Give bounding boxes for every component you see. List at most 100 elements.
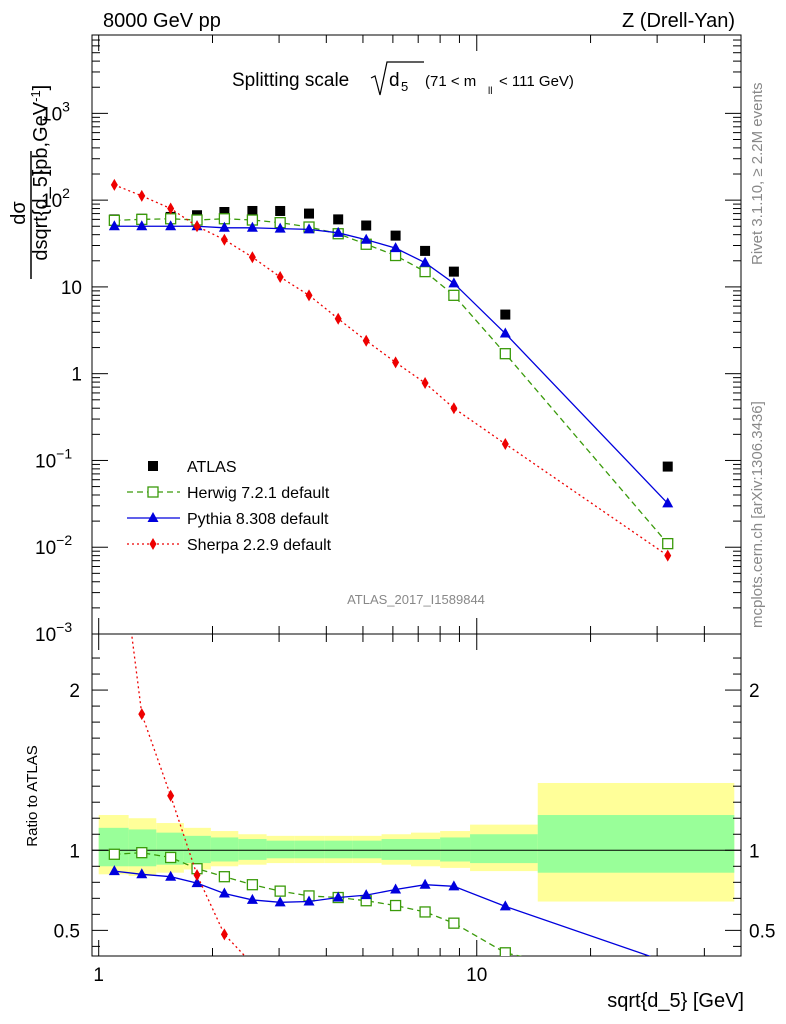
sherpa-2-2-9-default-ratio-point xyxy=(363,996,370,1008)
atlas-point xyxy=(275,205,286,216)
atlas-band-inner-segment xyxy=(411,839,441,860)
sherpa-2-2-9-default-point xyxy=(305,289,313,302)
herwig-7-2-1-default-ratio-point xyxy=(246,879,259,891)
herwig-7-2-1-default-ratio-point xyxy=(448,917,460,929)
pythia-8-308-default-ratio-point xyxy=(303,895,315,906)
pythia-8-308-default-ratio-point xyxy=(191,877,203,888)
atlas-point xyxy=(361,220,372,231)
herwig-7-2-1-default-point xyxy=(419,265,431,278)
atlas-point xyxy=(662,461,673,472)
pythia-8-308-default-ratio-point xyxy=(390,883,402,894)
plot-title-main: Splitting scale xyxy=(232,70,349,91)
ratio-y-tick-label-left: 2 xyxy=(69,681,80,702)
pythia-8-308-default-point xyxy=(303,223,315,234)
analysis-watermark: ATLAS_2017_I1589844 xyxy=(347,592,485,607)
atlas-band-inner-segment xyxy=(266,840,295,859)
mcplots-label: mcplots.cern.ch [arXiv:1306.3436] xyxy=(749,401,766,628)
pythia-8-308-default-point xyxy=(332,226,344,237)
sherpa-2-2-9-default-point xyxy=(450,402,458,415)
pythia-8-308-default-point xyxy=(390,242,402,253)
legend-marker-pythia-8-308-default xyxy=(147,512,159,522)
sherpa-2-2-9-default-ratio-point xyxy=(220,928,228,941)
pythia-8-308-default-point xyxy=(274,222,286,233)
herwig-7-2-1-default-point xyxy=(662,537,674,550)
header-left: 8000 GeV pp xyxy=(103,10,221,32)
legend-marker-atlas xyxy=(148,461,158,471)
sherpa-2-2-9-default-ratio-point xyxy=(111,492,118,504)
pythia-8-308-default-ratio-point xyxy=(246,893,258,904)
legend-label-sherpa-2-2-9-default: Sherpa 2.2.9 default xyxy=(187,537,332,554)
pythia-8-308-default-point xyxy=(419,256,431,267)
ratio-y-tick-label-right: 2 xyxy=(749,681,760,702)
herwig-7-2-1-default-ratio-point xyxy=(419,906,431,918)
ratio-y-axis-label: Ratio to ATLAS xyxy=(24,745,41,846)
x-tick-label: 10 xyxy=(466,965,487,986)
pythia-8-308-default-ratio-point xyxy=(274,896,286,907)
plot-title-sqrt-sub: 5 xyxy=(401,79,408,94)
y-axis-label-denominator: dsqrt{d_5} xyxy=(30,169,52,261)
pythia-8-308-default-point xyxy=(246,221,258,232)
atlas-band-inner-segment xyxy=(440,837,471,862)
y-tick-label: 1 xyxy=(71,365,82,386)
pythia-8-308-default-ratio-point xyxy=(136,868,148,879)
y-axis-label: dσ dsqrt{d_5} [pb,GeV-1] xyxy=(8,85,52,279)
sherpa-2-2-9-default-point xyxy=(220,233,228,246)
plot-title-sqrt-arg: d xyxy=(389,70,400,91)
herwig-7-2-1-default-ratio-point xyxy=(499,947,511,956)
sherpa-2-2-9-default-point xyxy=(167,202,175,215)
herwig-7-2-1-default-ratio-point xyxy=(165,851,177,864)
herwig-7-2-1-default-ratio-point xyxy=(274,885,286,897)
sherpa-2-2-9-default-ratio-point xyxy=(450,1000,457,1012)
pythia-8-308-default-ratio-point xyxy=(165,870,177,881)
atlas-point xyxy=(247,205,258,216)
sherpa-2-2-9-default-ratio-point xyxy=(167,789,175,802)
pythia-8-308-default-point xyxy=(136,220,148,231)
herwig-7-2-1-default-ratio-point xyxy=(218,871,231,883)
atlas-point xyxy=(448,266,459,277)
ratio-plot-series xyxy=(108,492,673,1012)
atlas-point xyxy=(420,245,431,256)
sqrt-symbol xyxy=(370,61,424,96)
sherpa-2-2-9-default-ratio-point xyxy=(193,869,201,882)
y-tick-label: 103 xyxy=(41,98,70,125)
x-axis-label: sqrt{d_5} [GeV] xyxy=(607,990,744,1012)
atlas-band-inner-segment xyxy=(470,834,538,864)
legend-marker-herwig-7-2-1-default xyxy=(147,486,159,498)
sherpa-2-2-9-default-ratio-point xyxy=(392,999,399,1011)
legend-marker-sherpa-2-2-9-default xyxy=(149,538,157,550)
pythia-8-308-default-point xyxy=(165,220,177,231)
sherpa-2-2-9-default-point xyxy=(421,377,429,390)
rivet-label: Rivet 3.1.10, ≥ 2.2M events xyxy=(749,83,766,266)
atlas-point xyxy=(333,214,344,225)
atlas-point xyxy=(390,230,401,241)
sherpa-2-2-9-default-ratio-point xyxy=(138,708,146,721)
sherpa-2-2-9-default-ratio-line xyxy=(130,634,246,956)
herwig-7-2-1-default-ratio-point xyxy=(136,847,148,859)
pythia-8-308-default-point xyxy=(108,220,120,231)
y-tick-label: 10−2 xyxy=(35,532,72,559)
atlas-band-inner-segment xyxy=(352,840,382,859)
atlas-band-inner-segment xyxy=(294,840,325,859)
atlas-uncertainty-bands xyxy=(92,782,741,902)
atlas-band-inner-segment xyxy=(98,827,129,867)
plot-title-range: (71 < m xyxy=(425,73,476,90)
herwig-7-2-1-default-point xyxy=(499,348,511,360)
sherpa-2-2-9-default-ratio-point xyxy=(306,988,313,1000)
main-plot-series xyxy=(108,178,674,562)
sherpa-2-2-9-default-point xyxy=(110,178,118,191)
sherpa-2-2-9-default-point xyxy=(248,251,256,264)
legend-label-pythia-8-308-default: Pythia 8.308 default xyxy=(187,511,329,528)
plot-title-range-end: < 111 GeV) xyxy=(499,73,574,90)
legend: ATLAS Herwig 7.2.1 default Pythia 8.308 de… xyxy=(127,459,332,554)
atlas-band-inner-segment xyxy=(210,837,239,862)
atlas-band-inner-segment xyxy=(537,815,735,873)
pythia-8-308-default-ratio-point xyxy=(218,887,230,898)
pythia-8-308-default-ratio-point xyxy=(499,900,511,911)
pythia-8-308-default-ratio-point xyxy=(662,956,673,966)
ratio-y-tick-label-right: 1 xyxy=(749,841,760,862)
pythia-8-308-default-ratio-point xyxy=(332,891,344,902)
pythia-8-308-default-ratio-point xyxy=(419,878,431,889)
sherpa-2-2-9-default-point xyxy=(501,437,509,450)
